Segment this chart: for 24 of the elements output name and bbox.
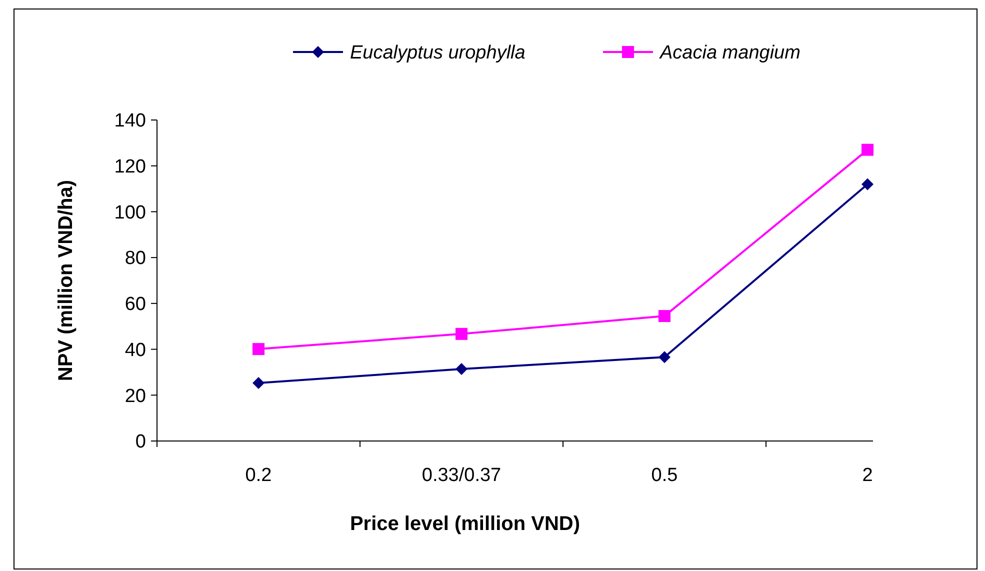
y-axis-title: NPV (million VND/ha) — [55, 180, 77, 382]
legend-label: Eucalyptus urophylla — [350, 42, 526, 64]
y-tick-label: 60 — [124, 294, 146, 316]
point — [862, 144, 874, 156]
x-tick-label: 0.2 — [245, 465, 272, 486]
point — [456, 328, 468, 340]
legend-label: Acacia mangium — [659, 42, 800, 64]
y-tick-label: 0 — [135, 432, 146, 453]
point — [658, 310, 670, 322]
x-tick-label: 0.5 — [651, 465, 678, 486]
point — [252, 343, 264, 356]
x-tick-label: 0.33/0.37 — [422, 465, 502, 486]
x-axis-title: Price level (million VND) — [350, 513, 580, 535]
point — [252, 376, 264, 389]
y-tick-label: 120 — [114, 156, 146, 178]
point — [658, 351, 670, 364]
y-tick-label: 100 — [114, 202, 146, 224]
y-tick-label: 40 — [124, 340, 146, 361]
x-tick-label: 2 — [862, 465, 873, 486]
point — [862, 178, 874, 190]
y-tick-label: 140 — [114, 110, 146, 132]
y-tick-label: 80 — [124, 248, 146, 270]
point — [456, 363, 468, 376]
y-tick-label: 20 — [124, 386, 146, 407]
